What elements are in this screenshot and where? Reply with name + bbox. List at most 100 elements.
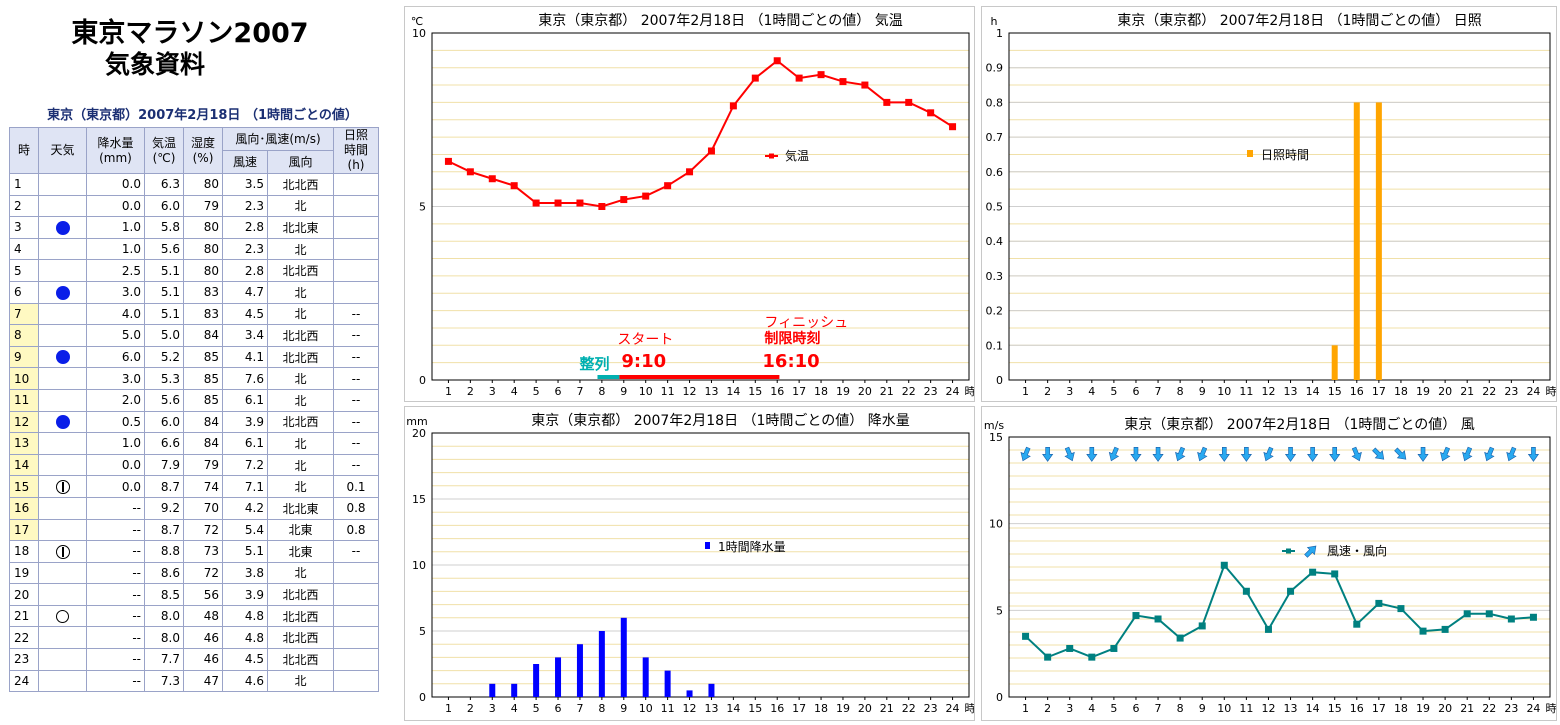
- x-tick-label: 13: [704, 385, 718, 398]
- cell-wind-speed: 7.6: [222, 367, 268, 390]
- table-row: 6 3.0 5.1 83 4.7 北: [9, 280, 379, 304]
- cell-wind-speed: 3.8: [222, 561, 268, 585]
- wind-speed-point: [1463, 610, 1471, 618]
- x-tick-label: 15: [748, 385, 762, 398]
- cell-precip: 2.0: [86, 388, 145, 412]
- cell-wind-dir: 北: [267, 367, 334, 390]
- x-tick-label: 11: [661, 385, 675, 398]
- cell-wind-dir: 北北西: [267, 259, 334, 282]
- x-tick-label: 2: [1044, 385, 1051, 398]
- table-row: 7 4.0 5.1 83 4.5 北 --: [9, 302, 379, 326]
- table-row: 2 0.0 6.0 79 2.3 北: [9, 194, 379, 218]
- weather-table-body: 1 0.0 6.3 80 3.5 北北西 2 0.0 6.0 79 2.3 北 3 1.0 5.8 80 2.8…: [9, 173, 379, 693]
- cell-hour: 13: [9, 432, 39, 455]
- table-row: 11 2.0 5.6 85 6.1 北 --: [9, 388, 379, 412]
- cell-precip: 0.0: [86, 453, 145, 477]
- cell-temp: 5.1: [144, 280, 184, 304]
- y-tick-label: 10: [989, 518, 1003, 531]
- cell-sunshine: [333, 561, 379, 585]
- y-tick-label: 20: [412, 427, 426, 440]
- cell-sunshine: 0.8: [333, 518, 379, 542]
- cell-precip: --: [86, 648, 145, 671]
- table-row: 8 5.0 5.0 84 3.4 北北西 --: [9, 324, 379, 347]
- cell-humidity: 83: [183, 280, 223, 304]
- x-tick-label: 20: [858, 385, 872, 398]
- x-tick-label: 2: [467, 385, 474, 398]
- legend-label: 1時間降水量: [718, 540, 786, 554]
- x-tick-label: 17: [1372, 385, 1386, 398]
- cell-hour: 9: [9, 345, 39, 369]
- temperature-point: [883, 98, 891, 106]
- temperature-point: [642, 192, 650, 200]
- cell-sunshine: --: [333, 540, 379, 563]
- x-tick-label: 7: [576, 385, 583, 398]
- x-tick-label: 5: [1110, 702, 1117, 715]
- wind-direction-icon: [1394, 447, 1407, 460]
- x-tick-label: 6: [1132, 385, 1139, 398]
- cell-humidity: 84: [183, 410, 223, 434]
- page-title: 東京マラソン2007: [71, 18, 309, 49]
- cell-wind-speed: 7.1: [222, 475, 268, 498]
- x-tick-label: 6: [555, 702, 562, 715]
- cell-sunshine: --: [333, 324, 379, 347]
- x-tick-label: 9: [1199, 702, 1206, 715]
- wind-direction-icon: [1462, 446, 1473, 462]
- x-tick-label: 6: [1132, 702, 1139, 715]
- plot-frame: [1008, 32, 1551, 381]
- cell-temp: 6.6: [144, 432, 184, 455]
- cell-precip: 0.5: [86, 410, 145, 434]
- fine-icon: [55, 544, 70, 559]
- wind-speed-point: [1419, 627, 1427, 635]
- temperature-point: [532, 199, 540, 207]
- cell-precip: 3.0: [86, 367, 145, 390]
- wind-direction-icon: [1307, 447, 1319, 462]
- cell-weather: [38, 237, 87, 261]
- cell-wind-dir: 北北西: [267, 583, 334, 606]
- cell-wind-dir: 北北西: [267, 604, 334, 628]
- wind-speed-point: [1154, 615, 1162, 623]
- y-unit-label: m/s: [984, 419, 1004, 432]
- x-tick-label: 18: [814, 702, 828, 715]
- cell-sunshine: [333, 259, 379, 282]
- wind-direction-icon: [1240, 447, 1252, 462]
- temperature-point: [751, 74, 759, 82]
- cell-temp: 8.0: [144, 626, 184, 650]
- wind-speed-point: [1132, 612, 1140, 620]
- cell-wind-dir: 北: [267, 561, 334, 585]
- cell-wind-speed: 4.2: [222, 496, 268, 520]
- temperature-point: [773, 57, 781, 65]
- cell-hour: 7: [9, 302, 39, 326]
- temperature-point: [927, 109, 935, 117]
- temperature-point: [664, 182, 672, 190]
- cell-humidity: 79: [183, 194, 223, 218]
- cell-sunshine: [333, 280, 379, 304]
- cell-sunshine: --: [333, 453, 379, 477]
- x-tick-label: 20: [1438, 702, 1452, 715]
- x-tick-label: 19: [836, 385, 850, 398]
- weather-table: 時 天気 降水量 (mm) 気温 (℃) 湿度 (%) 風向･風速(m/s) 日照 時間…: [9, 127, 379, 693]
- x-tick-label: 9: [620, 385, 627, 398]
- legend-marker: [705, 542, 710, 549]
- y-unit-label: h: [991, 15, 998, 28]
- legend-marker: [769, 153, 774, 159]
- x-tick-label: 1: [445, 385, 452, 398]
- x-tick-label: 19: [836, 702, 850, 715]
- x-tick-label: 12: [683, 702, 697, 715]
- cell-humidity: 74: [183, 475, 223, 498]
- x-tick-label: 24: [946, 385, 960, 398]
- cell-hour: 4: [9, 237, 39, 261]
- x-tick-label: 21: [1460, 385, 1474, 398]
- cell-humidity: 84: [183, 324, 223, 347]
- table-row: 13 1.0 6.6 84 6.1 北 --: [9, 432, 379, 455]
- x-tick-label: 16: [1350, 385, 1364, 398]
- cell-precip: --: [86, 496, 145, 520]
- x-tick-label: 18: [1394, 385, 1408, 398]
- wind-direction-icon: [1351, 446, 1362, 462]
- cell-weather: [38, 604, 87, 628]
- wind-speed-point: [1441, 625, 1449, 633]
- cell-sunshine: [333, 173, 379, 196]
- precipitation-bar: [489, 683, 496, 697]
- x-axis-suffix: 時: [965, 702, 974, 715]
- cell-temp: 5.1: [144, 259, 184, 282]
- cell-precip: 1.0: [86, 237, 145, 261]
